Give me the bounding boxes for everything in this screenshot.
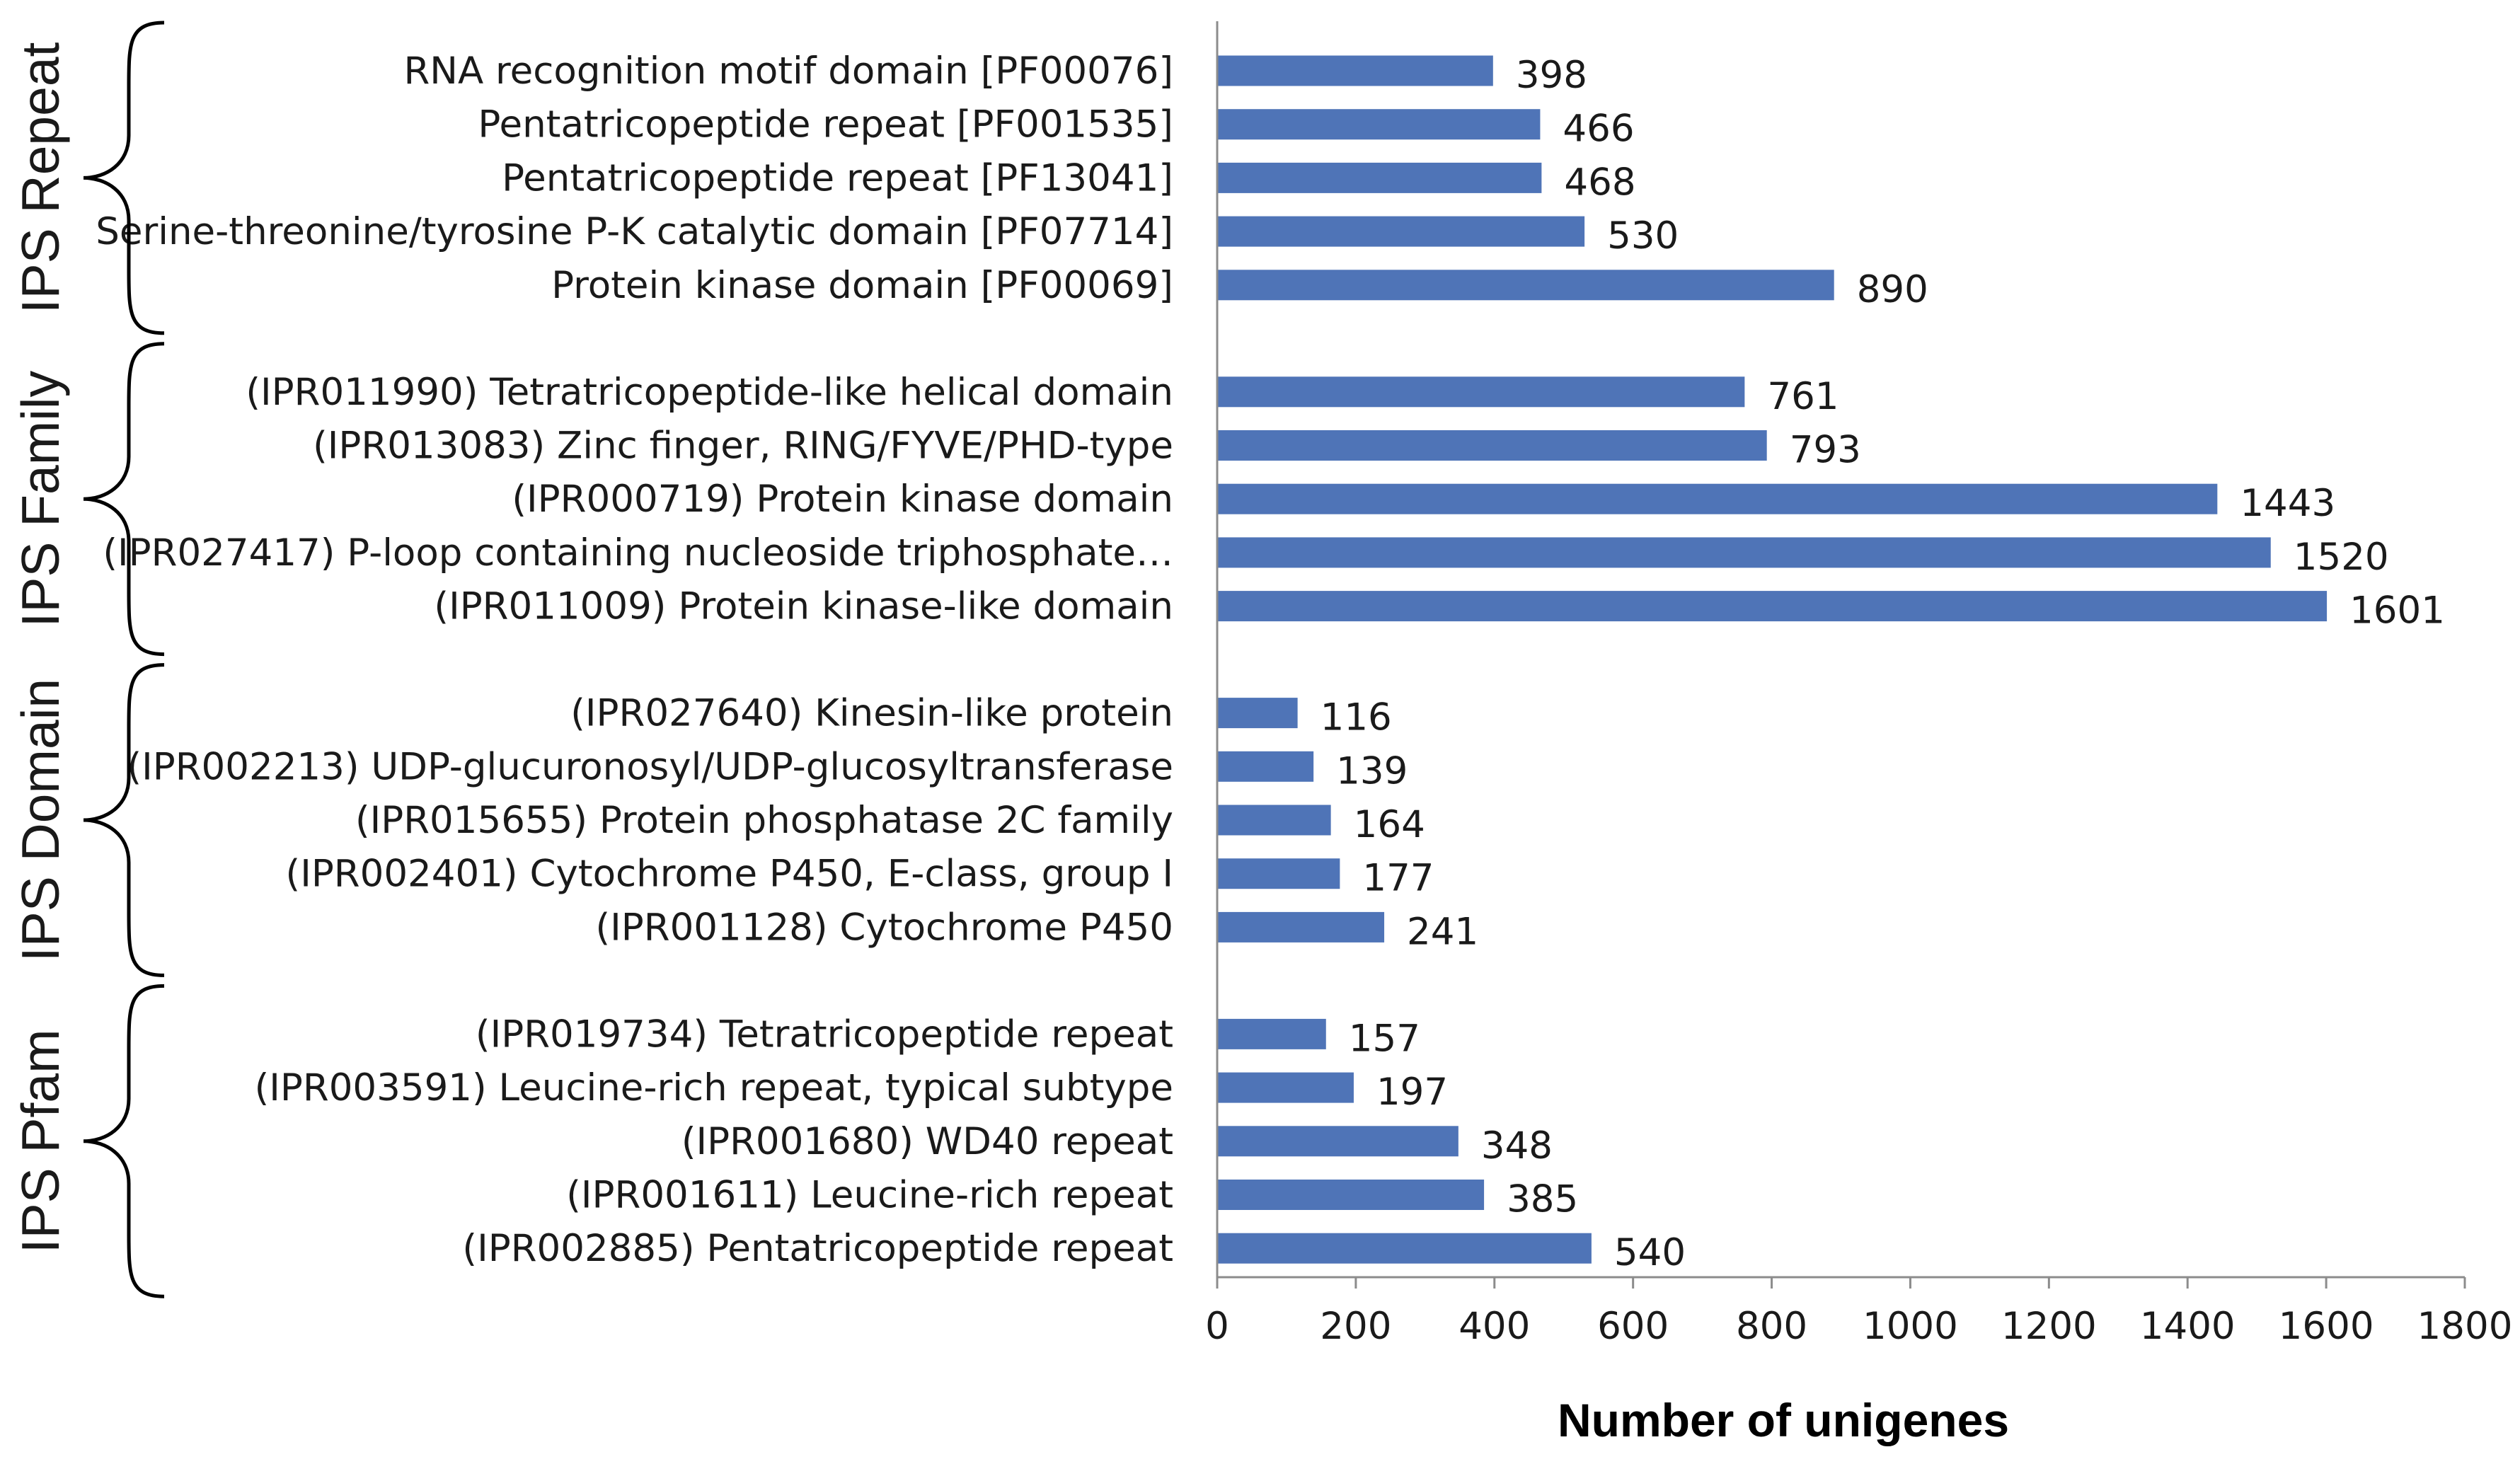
category-label: (IPR027640) Kinesin-like protein <box>570 692 1173 735</box>
bar <box>1217 591 2328 622</box>
bar <box>1217 162 1542 193</box>
category-label: Pentatricopeptide repeat [PF001535] <box>478 103 1173 146</box>
bar <box>1217 270 1834 301</box>
category-label: (IPR000719) Protein kinase domain <box>512 478 1173 521</box>
bar <box>1217 537 2271 568</box>
bar <box>1217 376 1745 408</box>
category-label: (IPR013083) Zinc finger, RING/FYVE/PHD-t… <box>313 425 1173 468</box>
bar-group: (IPR019734) Tetratricopeptide repeat 157 (… <box>11 984 1686 1298</box>
bar-group: (IPR027640) Kinesin-like protein 116 (IPR0… <box>11 663 1478 977</box>
category-label: (IPR001611) Leucine-rich repeat <box>566 1174 1173 1217</box>
category-label: (IPR019734) Tetratricopeptide repeat <box>476 1013 1173 1056</box>
data-label: 1520 <box>2294 536 2389 579</box>
x-tick-label: 1600 <box>2279 1305 2374 1348</box>
data-label: 890 <box>1857 268 1928 311</box>
bar-group: (IPR011990) Tetratricopeptide-like helic… <box>11 342 2445 657</box>
category-label: (IPR001680) WD40 repeat <box>681 1120 1173 1163</box>
x-axis: 0 200 400 600 800 1000 1200 1400 1600 1800 <box>1205 21 2512 1348</box>
category-label: (IPR011009) Protein kinase-like domain <box>434 585 1173 628</box>
bar <box>1217 1126 1459 1157</box>
group-label: IPS Domain <box>11 679 70 962</box>
category-label: Serine-threonine/tyrosine P-K catalytic … <box>96 210 1173 253</box>
bar <box>1217 216 1585 247</box>
category-label: (IPR003591) Leucine-rich repeat, typical… <box>255 1066 1173 1109</box>
x-tick-label: 200 <box>1320 1305 1391 1348</box>
category-label: (IPR001128) Cytochrome P450 <box>595 906 1173 949</box>
category-label: (IPR002885) Pentatricopeptide repeat <box>462 1227 1173 1270</box>
bar <box>1217 911 1385 943</box>
x-tick-label: 600 <box>1597 1305 1669 1348</box>
data-label: 466 <box>1563 108 1634 151</box>
x-tick-label: 400 <box>1459 1305 1530 1348</box>
chart-groups: RNA recognition motif domain [PF00076] 39… <box>11 21 2445 1298</box>
bar <box>1217 55 1493 86</box>
bar <box>1217 483 2218 514</box>
group-label: IPS Repeat <box>11 42 70 313</box>
data-label: 157 <box>1349 1017 1420 1060</box>
bar <box>1217 1072 1354 1103</box>
bar <box>1217 1233 1592 1264</box>
bar <box>1217 698 1298 729</box>
data-label: 468 <box>1564 161 1635 204</box>
data-label: 1601 <box>2349 589 2445 633</box>
data-label: 241 <box>1407 910 1478 953</box>
data-label: 139 <box>1336 749 1408 792</box>
category-label: Protein kinase domain [PF00069] <box>551 264 1173 307</box>
x-tick-label: 800 <box>1736 1305 1807 1348</box>
data-label: 1443 <box>2240 482 2335 525</box>
data-label: 530 <box>1607 214 1679 258</box>
category-label: (IPR027417) P-loop containing nucleoside… <box>103 531 1173 575</box>
data-label: 164 <box>1354 803 1425 846</box>
bar-group: RNA recognition motif domain [PF00076] 39… <box>11 21 1928 335</box>
data-label: 197 <box>1376 1071 1448 1114</box>
data-label: 540 <box>1614 1231 1686 1274</box>
data-label: 348 <box>1481 1124 1553 1168</box>
x-tick-label: 1000 <box>1863 1305 1958 1348</box>
category-label: (IPR011990) Tetratricopeptide-like helic… <box>246 371 1173 414</box>
x-tick-label: 1200 <box>2001 1305 2097 1348</box>
data-label: 385 <box>1507 1178 1578 1221</box>
bar <box>1217 1180 1485 1210</box>
bar <box>1217 805 1331 836</box>
category-label: (IPR015655) Protein phosphatase 2C famil… <box>355 799 1173 842</box>
data-label: 177 <box>1362 857 1434 900</box>
data-label: 793 <box>1790 429 1861 472</box>
bar <box>1217 109 1541 140</box>
group-brace <box>83 663 165 977</box>
bar <box>1217 430 1767 461</box>
x-tick-label: 1400 <box>2140 1305 2236 1348</box>
data-label: 116 <box>1321 696 1392 739</box>
group-brace <box>83 984 165 1298</box>
x-axis-title: Number of unigenes <box>1558 1394 2009 1446</box>
data-label: 761 <box>1767 375 1839 418</box>
category-label: Pentatricopeptide repeat [PF13041] <box>502 156 1173 200</box>
bar <box>1217 751 1314 782</box>
x-tick-label: 1800 <box>2417 1305 2513 1348</box>
group-label: IPS Pfam <box>11 1029 70 1253</box>
x-tick-label: 0 <box>1205 1305 1229 1348</box>
category-label: (IPR002213) UDP-glucuronosyl/UDP-glucosy… <box>127 745 1173 788</box>
bar <box>1217 1018 1326 1049</box>
category-label: (IPR002401) Cytochrome P450, E-class, gr… <box>286 853 1173 896</box>
data-label: 398 <box>1516 54 1587 97</box>
group-brace <box>83 21 165 335</box>
category-label: RNA recognition motif domain [PF00076] <box>403 50 1173 93</box>
group-brace <box>83 342 165 657</box>
group-label: IPS Family <box>11 370 70 627</box>
bar <box>1217 858 1340 889</box>
